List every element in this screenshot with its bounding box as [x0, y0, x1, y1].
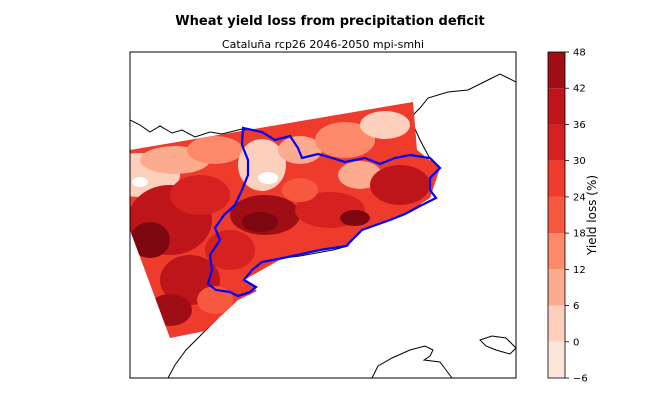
contour-patch [132, 177, 148, 187]
colorbar-frame [547, 51, 566, 379]
contour-patch [258, 172, 278, 184]
map-frame [129, 51, 517, 379]
colorbar-tick-label: 18 [573, 229, 586, 240]
colorbar-ticks: −6 0 6 12 18 24 30 36 42 48 [565, 48, 588, 385]
coastline-france [409, 73, 516, 119]
region-outline [206, 126, 442, 298]
colorbar-tick-label: 42 [573, 84, 586, 95]
colorbar-band [548, 341, 565, 378]
coastline-mallorca [371, 345, 453, 378]
colorbar-bands [548, 52, 565, 378]
colorbar-label: Yield loss (%) [585, 175, 599, 256]
coastline-menorca [479, 335, 516, 355]
contour-patch [340, 210, 370, 226]
chart-title: Wheat yield loss from precipitation defi… [175, 14, 484, 29]
chart-subtitle: Cataluña rcp26 2046-2050 mpi-smhi [222, 38, 424, 51]
contour-patch [278, 136, 322, 164]
colorbar-tick-label: 30 [573, 156, 586, 167]
contour-patch [360, 111, 410, 139]
contour-patch [315, 122, 375, 158]
colorbar-band [548, 88, 565, 125]
colorbar: −6 0 6 12 18 24 30 36 42 48 Yield loss (%) [547, 48, 599, 385]
contour-patch [197, 286, 233, 314]
colorbar-band [548, 233, 565, 270]
colorbar-tick-label: 36 [573, 120, 586, 131]
colorbar-band [548, 196, 565, 234]
contour-patch [205, 230, 255, 270]
colorbar-tick-label: 48 [573, 48, 586, 59]
colorbar-band [548, 269, 565, 306]
contour-patch [187, 136, 243, 164]
contour-patch [242, 212, 278, 232]
contour-patch [170, 175, 230, 215]
colorbar-band [548, 160, 565, 197]
colorbar-tick-label: 6 [573, 301, 579, 312]
contour-patch [130, 222, 170, 258]
colorbar-band [548, 305, 565, 342]
map-axes [129, 51, 517, 379]
colorbar-tick-label: 0 [573, 337, 579, 348]
colorbar-band [548, 124, 565, 161]
contour-patch [370, 165, 430, 205]
contour-patch [282, 178, 318, 202]
colorbar-band [548, 52, 565, 89]
colorbar-tick-label: −6 [573, 374, 588, 385]
colorbar-tick-label: 12 [573, 265, 586, 276]
colorbar-tick-label: 24 [573, 192, 586, 203]
